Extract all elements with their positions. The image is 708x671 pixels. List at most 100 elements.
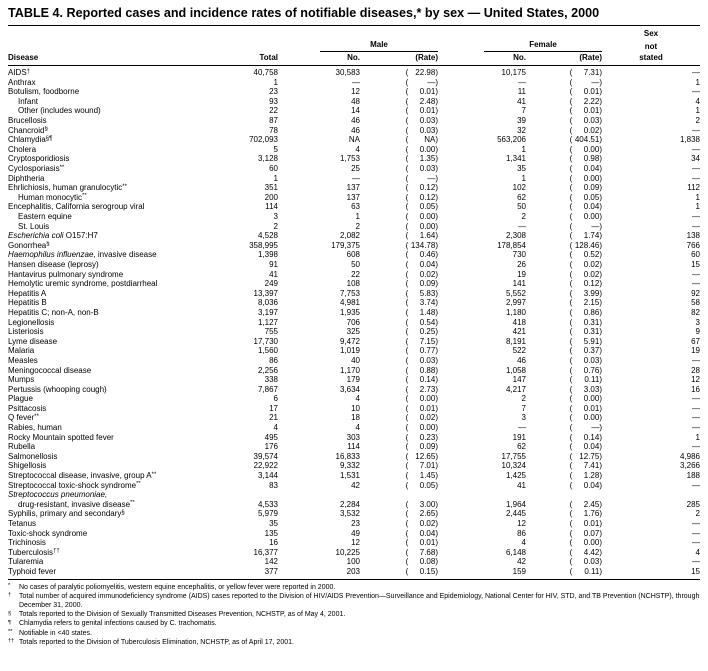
disease-name-text: Listeriosis bbox=[8, 327, 44, 337]
disease-name-cell: drug-resistant, invasive disease** bbox=[8, 500, 214, 510]
disease-name-text: Rocky Mountain spotted fever bbox=[8, 432, 114, 442]
paren-open: ( bbox=[405, 106, 409, 116]
disease-footnote-marker: § bbox=[44, 126, 48, 133]
paren-close: ) bbox=[599, 96, 602, 106]
male-count-cell: 49 bbox=[351, 528, 360, 538]
paren-close: ) bbox=[435, 164, 438, 174]
paren-open: ( bbox=[405, 164, 409, 174]
paren-open: ( bbox=[569, 87, 573, 97]
female-rate-cell: (0.01) bbox=[526, 106, 602, 116]
sex-not-stated-cell: — bbox=[692, 269, 700, 279]
paren-open: ( bbox=[569, 212, 573, 222]
female-rate-cell: (3.03) bbox=[526, 385, 602, 395]
male-rate-cell: (2.73) bbox=[360, 385, 438, 395]
male-rate-value: 0.09 bbox=[419, 442, 436, 452]
female-count-cell: 62 bbox=[517, 442, 526, 452]
table-row: Cryptosporidiosis 3,128 1,753 (1.35) 1,3… bbox=[8, 154, 700, 164]
total-cell: 4,533 bbox=[257, 499, 278, 509]
table-row: Tetanus 35 23 (0.02) 12 (0.01) — bbox=[8, 519, 700, 529]
sex-not-stated-cell: — bbox=[692, 442, 700, 452]
paren-open: ( bbox=[569, 336, 573, 346]
disease-name-cell: Q fever** bbox=[8, 413, 214, 423]
female-count-cell: 39 bbox=[517, 116, 526, 126]
sex-not-stated-cell: 4 bbox=[695, 547, 700, 557]
male-rate-cell: (0.03) bbox=[360, 356, 438, 366]
table-row: Hantavirus pulmonary syndrome 41 22 (0.0… bbox=[8, 270, 700, 280]
disease-name-cell: Chancroid§ bbox=[8, 126, 214, 136]
paren-open: ( bbox=[569, 480, 573, 490]
table-row: Q fever** 21 18 (0.02) 3 (0.00) — bbox=[8, 413, 700, 423]
disease-name-text: Other (includes wound) bbox=[18, 106, 101, 116]
paren-close: ) bbox=[599, 509, 602, 519]
female-count-cell: 26 bbox=[517, 259, 526, 269]
sex-not-stated-cell: 112 bbox=[687, 183, 700, 193]
paren-open: ( bbox=[569, 375, 573, 385]
sex-not-stated-cell: — bbox=[692, 394, 700, 404]
sex-not-stated-cell: 92 bbox=[691, 288, 700, 298]
female-count-cell: 46 bbox=[517, 355, 526, 365]
total-cell: 8,036 bbox=[257, 298, 278, 308]
male-rate-cell: (2.65) bbox=[360, 509, 438, 519]
disease-name-cell: Shigellosis bbox=[8, 461, 214, 471]
disease-name-text: Tetanus bbox=[8, 519, 37, 529]
disease-name-cell: Botulism, foodborne bbox=[8, 87, 214, 97]
paren-open: ( bbox=[569, 566, 573, 576]
paren-close: ) bbox=[435, 212, 438, 222]
male-rate-value: 2.48 bbox=[419, 96, 436, 106]
male-rate-value: 0.00 bbox=[419, 144, 436, 154]
paren-close: ) bbox=[435, 125, 438, 135]
paren-open: ( bbox=[405, 144, 409, 154]
disease-name-cell: Cryptosporidiosis bbox=[8, 154, 214, 164]
paren-close: ) bbox=[599, 519, 602, 529]
disease-name-text: Hansen disease (leprosy) bbox=[8, 259, 99, 269]
female-count-cell: 11 bbox=[517, 87, 526, 97]
male-rate-cell: (0.54) bbox=[360, 318, 438, 328]
sex-not-stated-cell: — bbox=[692, 279, 700, 289]
disease-footnote-marker: ** bbox=[82, 193, 87, 200]
disease-footnote-marker: § bbox=[46, 241, 50, 248]
female-rate-value: 1.76 bbox=[583, 509, 600, 519]
paren-open: ( bbox=[405, 538, 409, 548]
paren-close: ) bbox=[435, 68, 438, 78]
male-rate-cell: (0.03) bbox=[360, 116, 438, 126]
female-rate-value: 0.14 bbox=[583, 432, 600, 442]
paren-open: ( bbox=[569, 288, 573, 298]
table-row: Gonorrhea§ 358,995 179,375 (134.78) 178,… bbox=[8, 241, 700, 251]
table-row: Infant 93 48 (2.48) 41 (2.22) 4 bbox=[8, 97, 700, 107]
paren-open: ( bbox=[405, 394, 409, 404]
male-rate-value: 0.08 bbox=[419, 557, 436, 567]
male-rate-value: 3.74 bbox=[419, 298, 436, 308]
paren-close: ) bbox=[435, 173, 438, 183]
disease-footnote-marker: ** bbox=[130, 500, 135, 507]
male-count-cell: 1 bbox=[355, 212, 360, 222]
male-rate-cell: (1.45) bbox=[360, 471, 438, 481]
paren-close: ) bbox=[435, 288, 438, 298]
disease-name-text: Hemolytic uremic syndrome, postdiarrheal bbox=[8, 279, 158, 289]
female-rate-cell: (1.74) bbox=[526, 231, 602, 241]
paren-open: ( bbox=[405, 442, 409, 452]
male-count-cell: 50 bbox=[351, 259, 360, 269]
paren-close: ) bbox=[599, 77, 602, 87]
male-rate-value: 1.64 bbox=[419, 231, 436, 241]
total-cell: 142 bbox=[264, 557, 278, 567]
female-count-cell: 522 bbox=[512, 346, 526, 356]
header-female-rate: (Rate) bbox=[579, 53, 602, 63]
sex-not-stated-cell: 1 bbox=[695, 432, 700, 442]
paren-open: ( bbox=[405, 509, 409, 519]
male-rate-value: 0.01 bbox=[419, 87, 436, 97]
female-rate-value: 7.31 bbox=[583, 68, 600, 78]
paren-close: ) bbox=[599, 87, 602, 97]
total-cell bbox=[214, 490, 278, 500]
sex-not-stated-cell: — bbox=[692, 413, 700, 423]
female-count-cell: 4 bbox=[521, 538, 526, 548]
male-count-cell: — bbox=[352, 77, 360, 87]
sex-not-stated-cell: — bbox=[692, 87, 700, 97]
disease-name-cell: St. Louis bbox=[8, 222, 214, 232]
footnote-text: Totals reported to the Division of Tuber… bbox=[19, 638, 294, 646]
female-rate-value: 0.03 bbox=[583, 557, 600, 567]
disease-name-text: Plague bbox=[8, 394, 33, 404]
footnotes: * No cases of paralytic poliomyelitis, we… bbox=[8, 580, 700, 647]
female-count-cell: — bbox=[518, 423, 526, 433]
disease-name-cell: Listeriosis bbox=[8, 327, 214, 337]
paren-open: ( bbox=[405, 480, 409, 490]
